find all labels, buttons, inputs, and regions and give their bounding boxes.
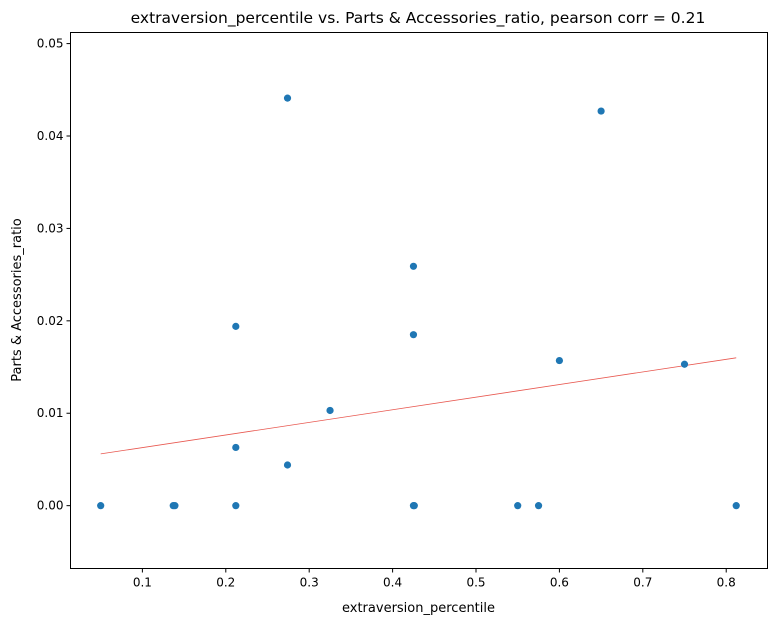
y-tick-label: 0.00 <box>37 499 64 513</box>
x-tick-label: 0.2 <box>216 576 235 590</box>
data-point <box>534 502 543 510</box>
x-tick-label: 0.4 <box>383 576 402 590</box>
x-tick-label: 0.7 <box>633 576 652 590</box>
x-tick-label: 0.6 <box>550 576 569 590</box>
data-point <box>732 502 740 510</box>
data-point <box>97 502 105 510</box>
data-point <box>232 443 240 452</box>
data-point <box>514 502 522 510</box>
y-tick-label: 0.02 <box>37 314 64 328</box>
x-axis-label: extraversion_percentile <box>342 601 495 616</box>
y-axis-label: Parts & Accessories_ratio <box>10 218 25 382</box>
data-point <box>326 406 334 415</box>
data-point <box>597 107 605 115</box>
data-point <box>171 502 179 510</box>
plot-frame <box>70 32 768 569</box>
y-tick-label: 0.03 <box>37 221 64 235</box>
data-point <box>283 94 292 102</box>
data-point <box>232 322 240 330</box>
data-point <box>410 502 418 510</box>
trend-line <box>100 357 737 455</box>
data-point <box>680 360 689 368</box>
chart-title: extraversion_percentile vs. Parts & Acce… <box>131 9 706 28</box>
x-tick-label: 0.1 <box>133 576 152 590</box>
y-tick-label: 0.01 <box>37 406 64 420</box>
data-point <box>409 331 418 339</box>
x-tick-label: 0.8 <box>717 576 736 590</box>
x-tick-label: 0.5 <box>466 576 485 590</box>
data-point <box>283 461 292 469</box>
y-tick-label: 0.05 <box>37 37 64 51</box>
data-point <box>232 502 240 510</box>
y-tick-label: 0.04 <box>37 129 64 143</box>
data-point <box>409 262 418 270</box>
x-tick-label: 0.3 <box>300 576 319 590</box>
data-point <box>555 356 564 365</box>
